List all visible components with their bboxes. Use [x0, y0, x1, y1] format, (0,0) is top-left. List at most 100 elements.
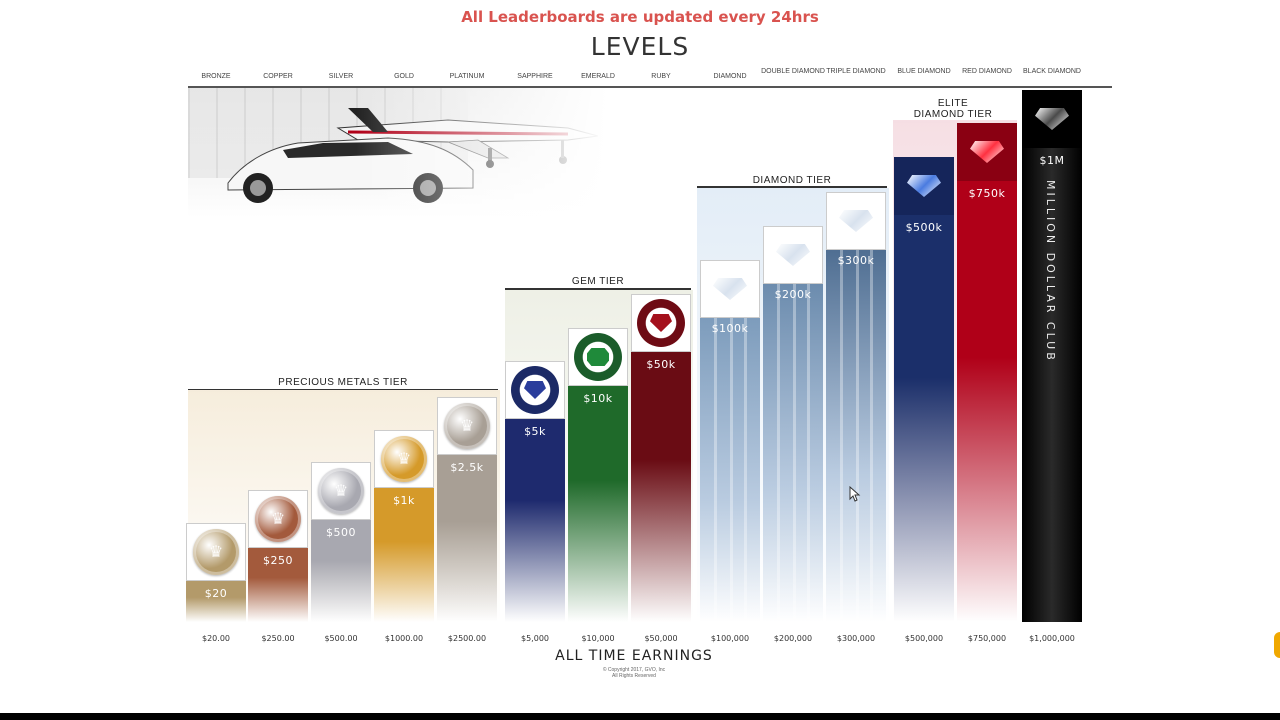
level-name-copper: COPPER	[263, 73, 293, 80]
tick-label-double-diamond: $200,000	[773, 634, 813, 643]
bar-label-silver: $500	[326, 526, 356, 539]
bar-platinum	[437, 455, 497, 622]
bar-red-diamond	[957, 181, 1017, 622]
bar-label-ruby: $50k	[646, 358, 676, 371]
tick-label-triple-diamond: $300,000	[836, 634, 876, 643]
badge-gold: ♛	[374, 430, 434, 488]
tier-label-gem: GEM TIER	[571, 276, 625, 287]
tier-label-elite-line1: ELITE	[937, 98, 969, 109]
bar-diamond	[700, 318, 760, 622]
crown-medal-icon: ♛	[255, 496, 301, 542]
luxury-photo	[188, 88, 608, 218]
bar-copper	[248, 548, 308, 622]
badge-platinum: ♛	[437, 397, 497, 455]
x-axis-label: ALL TIME EARNINGS	[555, 648, 713, 664]
copyright-line2: All Rights Reserved	[612, 673, 656, 679]
top-rule	[188, 86, 1112, 88]
badge-emerald	[568, 328, 628, 386]
diamond-icon	[907, 175, 941, 197]
emerald-gem-icon	[587, 348, 609, 366]
bar-stripe	[840, 250, 843, 622]
tier-label-metals: PRECIOUS METALS TIER	[278, 377, 408, 388]
bar-stripe	[777, 284, 780, 622]
tick-label-sapphire: $5,000	[521, 634, 549, 643]
tick-label-emerald: $10,000	[581, 634, 615, 643]
level-name-bronze: BRONZE	[201, 73, 231, 80]
badge-sapphire	[505, 361, 565, 419]
bar-gold	[374, 488, 434, 622]
bar-label-copper: $250	[263, 554, 293, 567]
badge-triple-diamond	[826, 192, 886, 250]
badge-blue-diamond	[894, 157, 954, 215]
tick-label-copper: $250.00	[261, 634, 295, 643]
level-name-emerald: EMERALD	[581, 73, 615, 80]
diamond-icon	[713, 278, 747, 300]
crown-medal-icon: ♛	[444, 403, 490, 449]
level-name-platinum: PLATINUM	[449, 73, 485, 80]
bar-label-sapphire: $5k	[524, 425, 546, 438]
badge-black-diamond	[1022, 90, 1082, 148]
bar-stripe	[714, 318, 717, 622]
tier-rule-gem	[505, 288, 691, 291]
bar-stripe	[744, 318, 747, 622]
diamond-icon	[970, 141, 1004, 163]
level-name-blue-diamond: BLUE DIAMOND	[897, 68, 951, 75]
million-dollar-club-label: MILLION DOLLAR CLUB	[1044, 180, 1057, 363]
bar-label-diamond: $100k	[711, 322, 749, 335]
ruby-gem-icon	[650, 314, 672, 332]
diamond-icon	[839, 210, 873, 232]
tier-label-diamond: DIAMOND TIER	[752, 175, 832, 186]
level-name-double-diamond: DOUBLE DIAMOND	[761, 68, 825, 75]
crown-medal-icon: ♛	[381, 436, 427, 482]
bar-blue-diamond	[894, 215, 954, 622]
tick-label-bronze: $20.00	[202, 634, 230, 643]
mouse-cursor-icon	[849, 486, 861, 502]
badge-silver: ♛	[311, 462, 371, 520]
badge-bronze: ♛	[186, 523, 246, 581]
gem-icon	[574, 333, 622, 381]
tick-label-gold: $1000.00	[384, 634, 424, 643]
level-name-red-diamond: RED DIAMOND	[962, 68, 1012, 75]
bar-label-gold: $1k	[393, 494, 415, 507]
bar-label-double-diamond: $200k	[774, 288, 812, 301]
level-name-diamond: DIAMOND	[713, 73, 747, 80]
gem-icon	[637, 299, 685, 347]
tick-label-blue-diamond: $500,000	[904, 634, 944, 643]
copyright: © Copyright 2017, GVO, Inc All Rights Re…	[0, 667, 1268, 679]
level-name-gold: GOLD	[394, 73, 414, 80]
edge-button[interactable]	[1274, 632, 1280, 658]
bar-label-bronze: $20	[204, 587, 228, 600]
level-name-black-diamond: BLACK DIAMOND	[1023, 68, 1081, 75]
diamond-icon	[776, 244, 810, 266]
bar-stripe	[793, 284, 796, 622]
leaderboard-notice: All Leaderboards are updated every 24hrs	[461, 8, 819, 26]
bar-label-red-diamond: $750k	[968, 187, 1006, 200]
bar-emerald	[568, 386, 628, 622]
bar-stripe	[870, 250, 873, 622]
diamond-icon	[1035, 108, 1069, 130]
bar-bronze	[186, 581, 246, 622]
bar-black-diamond	[1022, 148, 1082, 622]
bar-label-blue-diamond: $500k	[905, 221, 943, 234]
crown-medal-icon: ♛	[193, 529, 239, 575]
badge-ruby	[631, 294, 691, 352]
badge-diamond	[700, 260, 760, 318]
bottom-bar	[0, 713, 1280, 720]
gem-icon	[511, 366, 559, 414]
crown-medal-icon: ♛	[318, 468, 364, 514]
levels-title: LEVELS	[590, 32, 690, 61]
bar-label-platinum: $2.5k	[450, 461, 484, 474]
badge-red-diamond	[957, 123, 1017, 181]
bar-double-diamond	[763, 284, 823, 622]
photo-fade	[188, 88, 608, 218]
bar-stripe	[807, 284, 810, 622]
bar-label-emerald: $10k	[583, 392, 613, 405]
bar-label-black-diamond: $1M	[1039, 154, 1065, 167]
badge-copper: ♛	[248, 490, 308, 548]
level-name-sapphire: SAPPHIRE	[517, 73, 553, 80]
badge-double-diamond	[763, 226, 823, 284]
level-name-silver: SILVER	[328, 73, 354, 80]
tick-label-diamond: $100,000	[710, 634, 750, 643]
level-name-triple-diamond: TRIPLE DIAMOND	[826, 68, 886, 75]
copyright-line1: © Copyright 2017, GVO, Inc	[602, 667, 666, 673]
